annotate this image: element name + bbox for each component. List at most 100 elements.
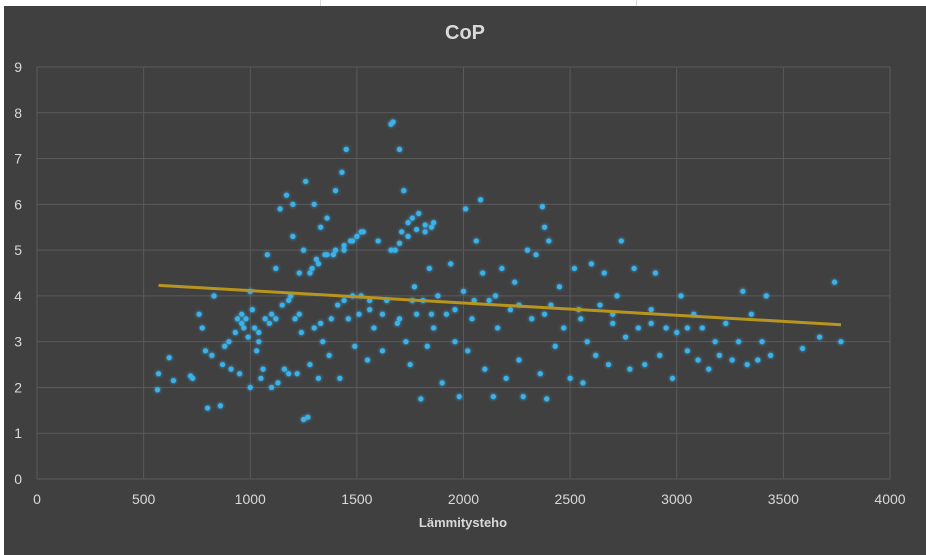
data-point: [684, 348, 691, 354]
data-point: [648, 307, 654, 313]
data-point: [283, 192, 290, 198]
data-point: [239, 311, 245, 317]
data-point: [350, 238, 356, 244]
data-point: [345, 316, 351, 322]
data-point: [463, 206, 469, 212]
tick-labels: 0 500 1000 1500 2000 2500 3000 3500 4000 0 1 2 3 4 5 6 7…: [14, 59, 906, 507]
data-point: [431, 220, 437, 226]
data-point: [375, 238, 381, 244]
data-point: [657, 352, 663, 358]
x-tick-label: 1000: [235, 491, 266, 507]
data-point: [490, 394, 496, 400]
data-point: [268, 311, 275, 317]
data-point: [695, 357, 701, 363]
data-point: [305, 414, 311, 420]
data-point: [339, 169, 345, 175]
data-point: [593, 352, 599, 358]
y-tick-label: 1: [14, 425, 22, 441]
data-point: [309, 265, 315, 272]
y-tick-label: 7: [14, 151, 22, 167]
data-point: [292, 316, 298, 322]
data-point: [260, 366, 266, 372]
data-point: [315, 261, 322, 267]
data-point: [367, 297, 373, 304]
data-point: [190, 375, 196, 381]
data-point: [537, 371, 543, 377]
data-point: [418, 396, 424, 402]
data-point: [300, 247, 307, 253]
data-point: [435, 293, 441, 299]
data-point: [405, 220, 411, 226]
data-point: [396, 240, 403, 246]
data-point: [546, 238, 552, 244]
data-point: [379, 311, 386, 317]
data-point: [524, 247, 531, 253]
data-point: [729, 357, 735, 363]
data-point: [296, 270, 302, 276]
data-point: [358, 229, 364, 235]
data-point: [313, 256, 319, 262]
data-point: [684, 325, 691, 331]
data-point: [469, 316, 475, 322]
data-point: [392, 247, 398, 253]
data-point: [394, 320, 400, 326]
data-point: [541, 311, 548, 317]
data-point: [424, 343, 430, 349]
data-point: [262, 316, 268, 322]
y-tick-label: 8: [14, 105, 22, 121]
data-point: [544, 396, 550, 402]
data-point: [211, 293, 217, 299]
chart-area[interactable]: 0 500 1000 1500 2000 2500 3000 3500 4000 0 1 2 3 4 5 6 7…: [4, 6, 926, 555]
data-point: [627, 366, 633, 372]
data-point: [422, 229, 428, 235]
y-tick-label: 6: [14, 196, 22, 212]
data-point: [166, 355, 172, 361]
data-point: [318, 224, 324, 230]
sheet-gridline: [636, 0, 637, 6]
data-point: [396, 146, 403, 152]
data-point: [277, 206, 283, 212]
x-axis-label: Lämmitysteho: [419, 515, 507, 530]
data-point: [477, 197, 484, 203]
data-point: [838, 339, 844, 345]
data-point: [409, 215, 415, 221]
data-point: [290, 201, 296, 207]
data-point: [618, 238, 624, 244]
data-point: [217, 403, 223, 409]
data-point: [614, 293, 620, 299]
data-point: [254, 348, 260, 354]
x-tick-label: 0: [33, 491, 41, 507]
x-tick-label: 4000: [874, 491, 905, 507]
data-point: [196, 311, 202, 317]
data-point: [364, 357, 371, 363]
data-point: [341, 247, 347, 253]
data-point: [516, 357, 522, 363]
data-point: [699, 325, 705, 331]
data-point: [249, 307, 255, 313]
data-point: [324, 215, 330, 221]
data-point: [539, 204, 546, 210]
data-point: [273, 316, 279, 322]
data-point: [258, 375, 264, 381]
data-point: [170, 377, 177, 384]
data-point: [273, 265, 279, 272]
data-point: [354, 233, 360, 239]
data-point: [219, 361, 226, 368]
data-point: [482, 366, 488, 372]
data-point: [326, 352, 332, 358]
data-point: [341, 242, 347, 249]
data-point: [328, 316, 334, 322]
data-point: [556, 284, 563, 290]
data-point: [465, 348, 471, 354]
data-point: [740, 288, 746, 294]
data-point: [281, 366, 287, 372]
y-tick-label: 2: [14, 379, 22, 395]
data-point: [401, 188, 407, 194]
data-point: [448, 261, 454, 267]
data-point: [503, 375, 509, 381]
data-point: [755, 357, 761, 363]
x-tick-label: 2500: [555, 491, 586, 507]
data-point: [473, 238, 479, 244]
data-point: [411, 284, 418, 290]
data-point: [222, 343, 228, 349]
